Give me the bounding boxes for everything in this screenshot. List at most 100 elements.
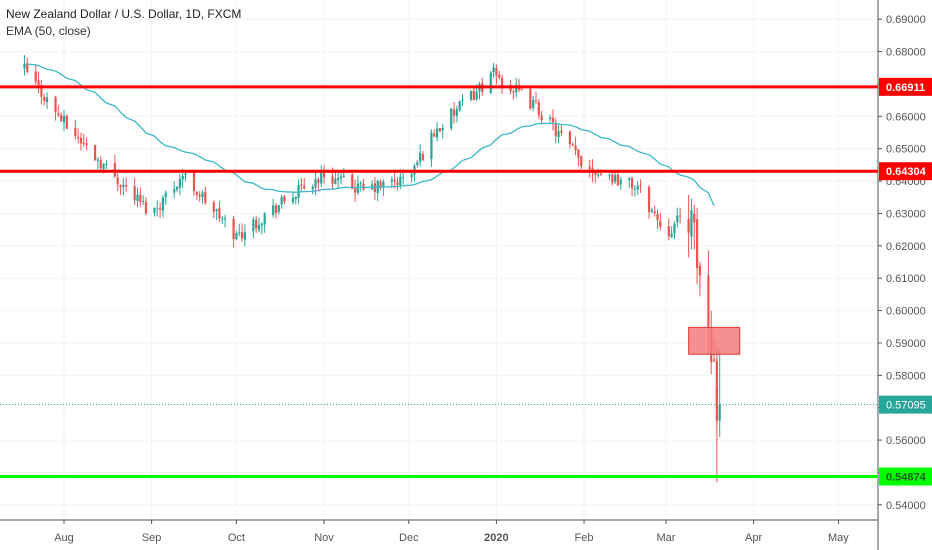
candle-body <box>534 100 538 102</box>
x-tick-label: Nov <box>314 532 334 544</box>
candle-body <box>136 194 139 201</box>
candle-body <box>77 136 80 138</box>
candle-body <box>232 218 235 239</box>
candle-body <box>608 174 611 176</box>
candle-body <box>314 179 317 188</box>
candle-body <box>537 102 540 116</box>
candle-body <box>450 108 453 129</box>
candle-body <box>379 181 382 187</box>
candle-body <box>339 176 343 179</box>
candle-body <box>161 197 165 211</box>
candle-body <box>715 388 718 421</box>
candle-body <box>164 192 167 198</box>
candle-body <box>461 99 464 101</box>
y-tick-label: 0.63000 <box>886 208 926 220</box>
support-label: 0.54874 <box>886 472 927 484</box>
candle-body <box>549 117 552 120</box>
candle-body <box>421 154 425 160</box>
candle-body <box>23 63 26 69</box>
y-tick-label: 0.54000 <box>886 500 926 512</box>
candle-body <box>272 205 275 215</box>
candle-body <box>291 198 295 203</box>
candle-body <box>402 177 405 179</box>
candle-body <box>356 183 360 193</box>
candle-body <box>181 175 184 180</box>
candle-body <box>153 207 156 213</box>
indicator-label: EMA (50, close) <box>6 24 91 38</box>
x-tick-label: Mar <box>657 532 676 544</box>
y-tick-label: 0.56000 <box>886 435 926 447</box>
candle-body <box>469 91 473 100</box>
candle-body <box>102 163 105 170</box>
candle-body <box>260 223 263 226</box>
support-tag <box>879 467 932 486</box>
candle-body <box>707 275 710 327</box>
candle-body <box>633 188 637 190</box>
legend: New Zealand Dollar / U.S. Dollar, 1D, FX… <box>6 6 241 40</box>
candle-body <box>133 186 136 200</box>
candle-body <box>354 188 357 193</box>
candle-body <box>616 174 620 186</box>
candle-body <box>215 209 218 212</box>
candle-body <box>529 88 532 109</box>
candle-body <box>580 156 583 167</box>
candle-body <box>322 170 326 178</box>
candle-body <box>311 186 314 190</box>
candle-body <box>175 187 179 190</box>
candle-body <box>676 215 679 223</box>
candle-body <box>630 177 634 189</box>
candle-body <box>198 195 201 197</box>
candle-body <box>125 185 128 187</box>
candle-body <box>223 218 227 220</box>
candle-body <box>647 187 651 213</box>
y-tick-label: 0.65000 <box>886 144 926 156</box>
candle-body <box>195 192 198 195</box>
candle-body <box>294 196 297 200</box>
candle-body <box>331 176 334 184</box>
candle-body <box>93 144 97 161</box>
x-tick-label: 2020 <box>484 532 508 544</box>
candle-body <box>317 179 320 183</box>
candle-body <box>639 184 642 187</box>
candle-body <box>362 183 365 190</box>
candle-body <box>650 209 653 212</box>
candle-body <box>659 221 662 227</box>
candle-body <box>690 210 693 237</box>
candle-body <box>122 185 125 188</box>
candle-body <box>119 185 122 188</box>
candle-body <box>99 159 102 169</box>
chart-title: New Zealand Dollar / U.S. Dollar, 1D, FX… <box>6 7 242 21</box>
candle-body <box>430 132 433 160</box>
candle-body <box>611 174 614 183</box>
candle-body <box>515 84 518 93</box>
candle-body <box>636 185 639 190</box>
candle-body <box>57 113 60 116</box>
candle-body <box>551 117 555 123</box>
candle-body <box>60 114 63 122</box>
candle-body <box>34 71 37 82</box>
candle-body <box>243 232 246 240</box>
candle-body <box>540 115 543 121</box>
candle-body <box>257 225 261 230</box>
candle-body <box>320 171 323 184</box>
candle-body <box>156 208 159 210</box>
candle-body <box>599 173 603 175</box>
candle-body <box>382 181 385 188</box>
candle-body <box>396 182 399 185</box>
candle-body <box>359 183 362 185</box>
candle-body <box>274 205 278 214</box>
candle-body <box>74 127 77 136</box>
resistance-upper-label: 0.66911 <box>886 82 925 94</box>
ema-line <box>27 63 715 207</box>
x-tick-label: Feb <box>575 532 594 544</box>
candle-body <box>560 130 563 133</box>
candle-body <box>455 109 458 116</box>
candle-body <box>435 128 439 138</box>
candle-body <box>554 122 557 136</box>
candle-body <box>416 161 419 166</box>
x-tick-label: Sep <box>142 532 162 544</box>
candle-body <box>656 213 659 221</box>
candle-body <box>614 175 617 182</box>
y-tick-label: 0.62000 <box>886 241 926 253</box>
candle-body <box>277 205 280 212</box>
